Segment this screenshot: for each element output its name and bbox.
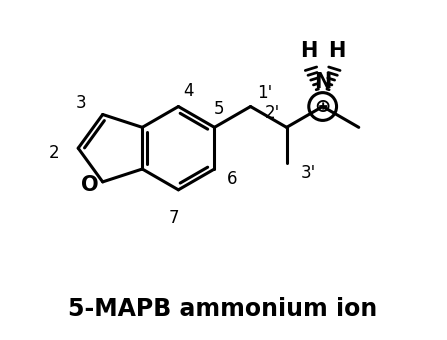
Text: O: O: [81, 175, 99, 195]
Text: H: H: [300, 41, 317, 61]
Text: 3: 3: [76, 94, 86, 112]
Text: 1': 1': [257, 84, 272, 102]
Text: N: N: [314, 72, 331, 92]
Text: 5-MAPB ammonium ion: 5-MAPB ammonium ion: [68, 297, 378, 321]
Text: 3': 3': [301, 164, 316, 182]
Text: 4: 4: [183, 82, 194, 100]
Text: H: H: [328, 41, 345, 61]
Text: 2: 2: [49, 144, 60, 162]
Text: 7: 7: [168, 209, 179, 226]
Text: ⊕: ⊕: [315, 97, 331, 116]
Text: 5: 5: [214, 101, 225, 119]
Text: 6: 6: [227, 170, 237, 188]
Text: 2': 2': [265, 104, 280, 122]
